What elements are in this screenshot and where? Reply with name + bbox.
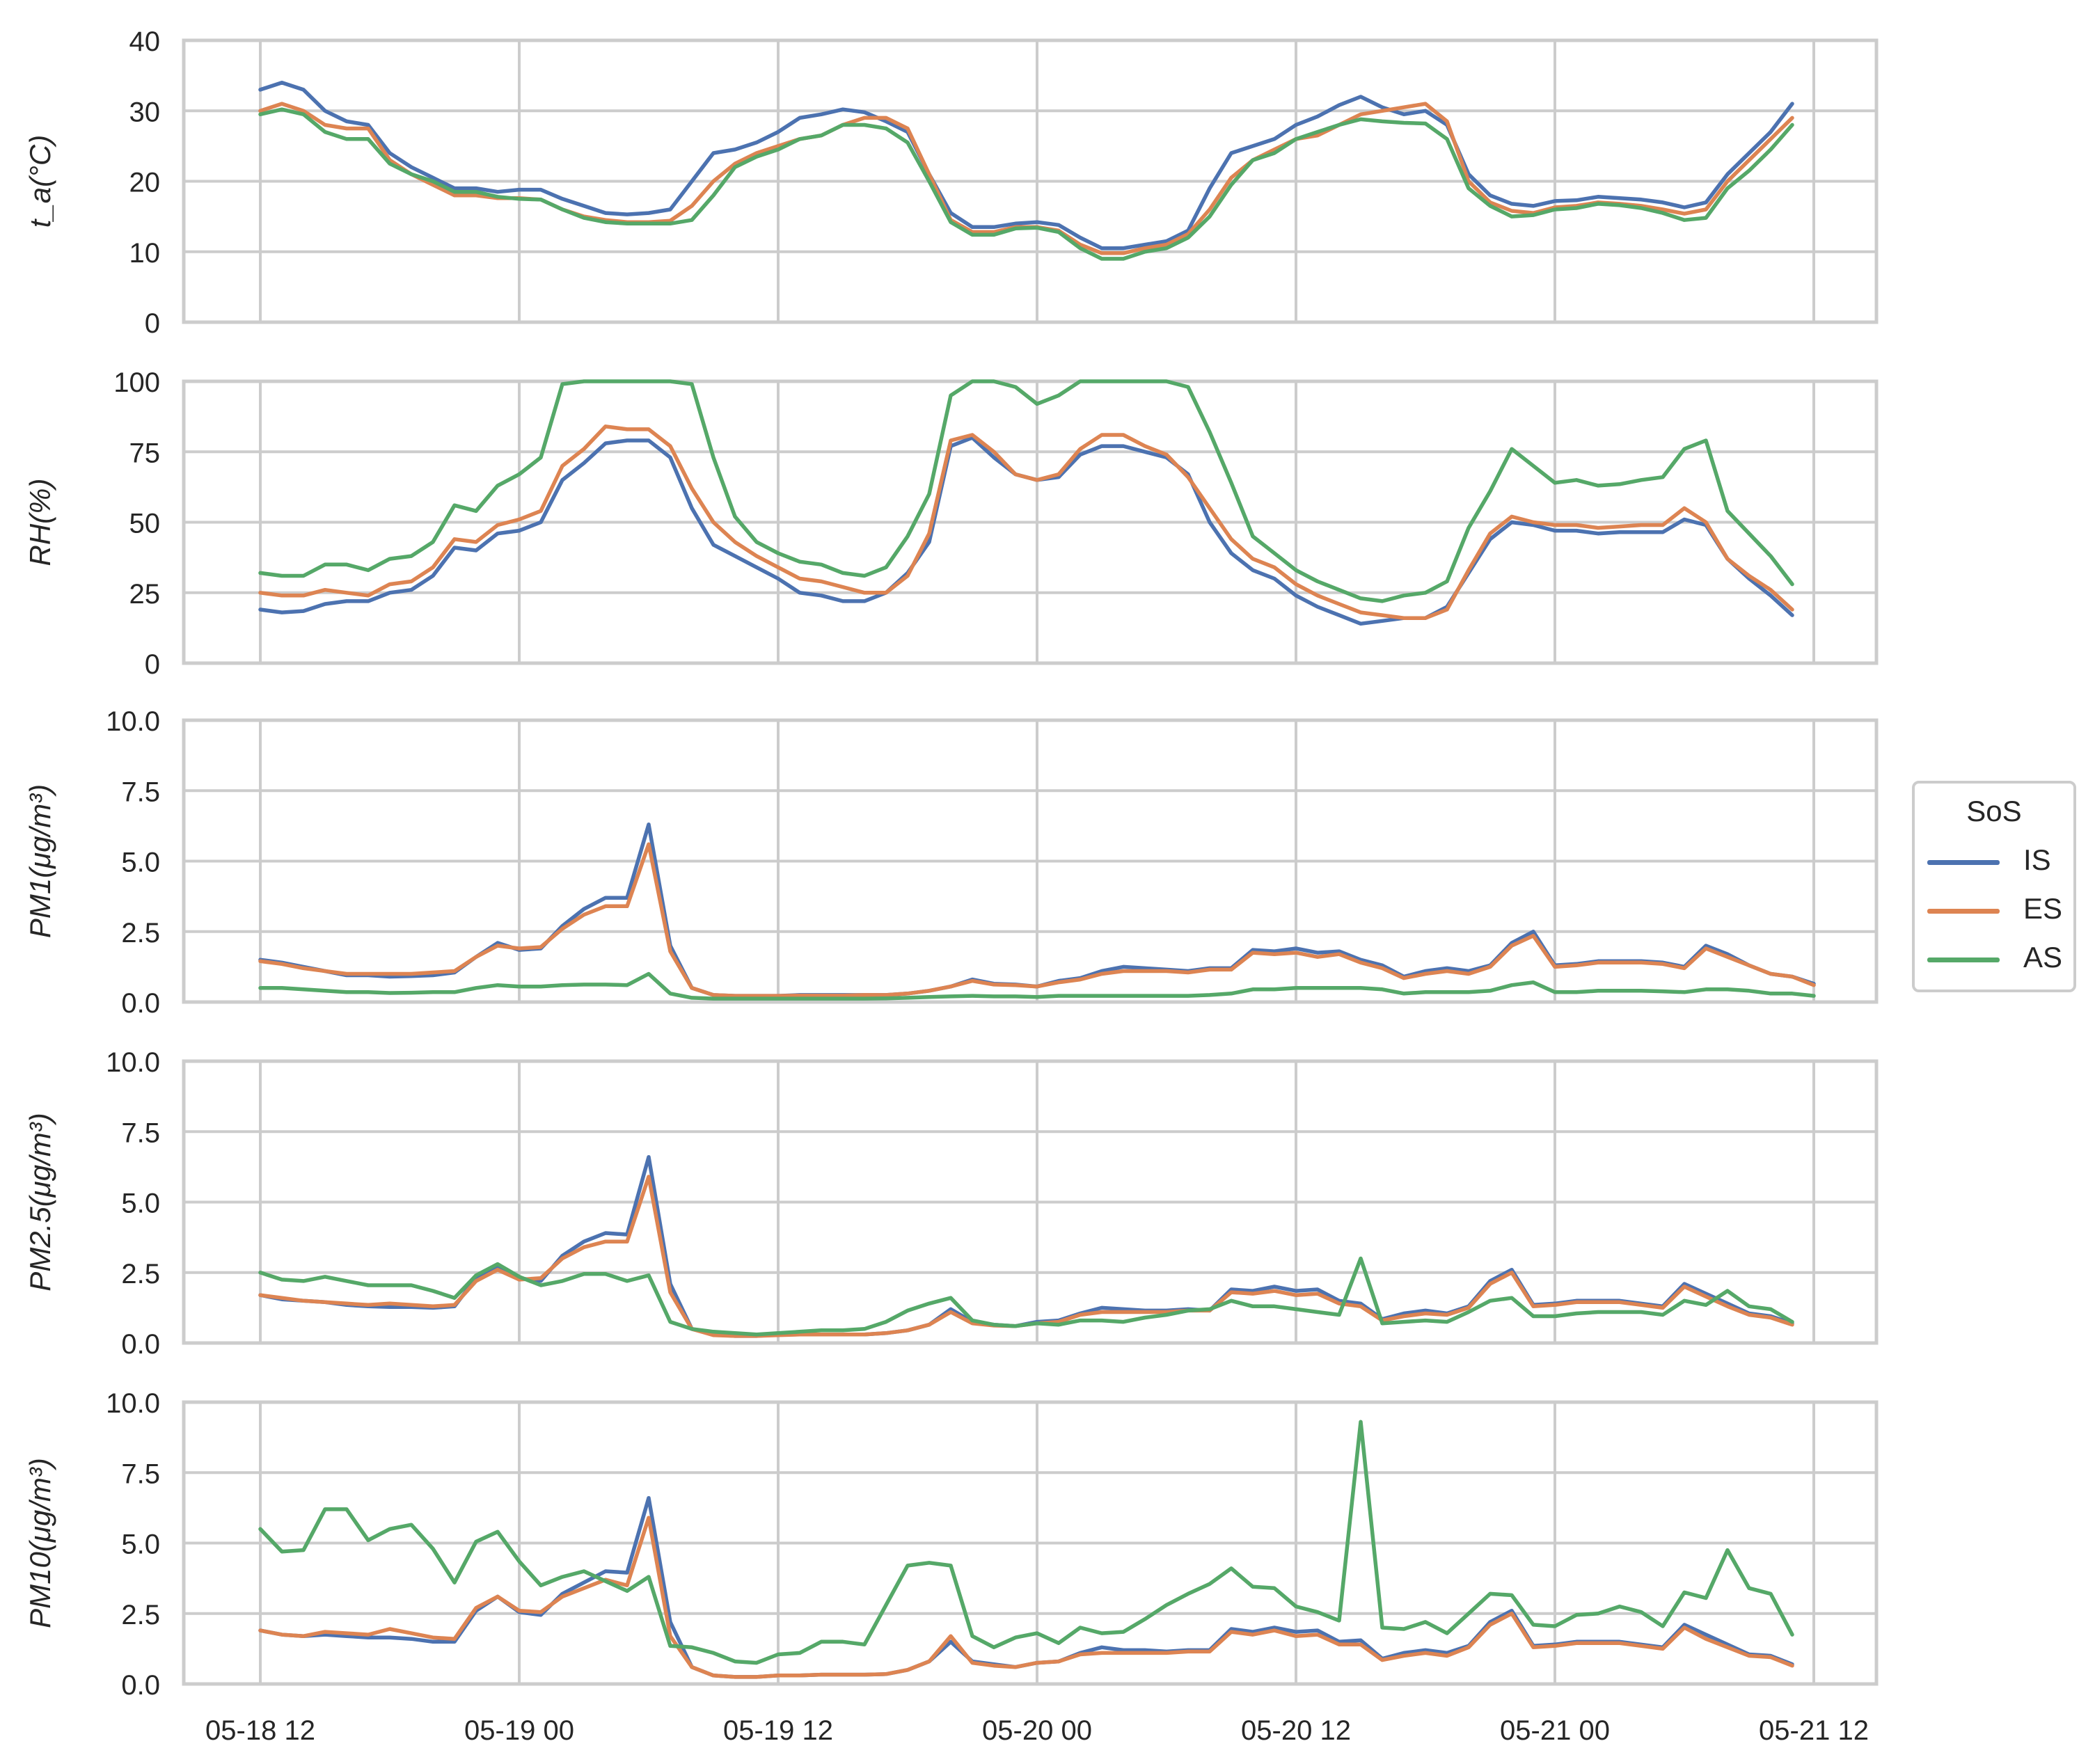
panel-1: 0 10 20 30 40 t_a(°C) [24, 26, 1879, 339]
y-tick-label: 0.0 [121, 988, 160, 1019]
series-line-as [258, 379, 1794, 603]
y-tick-label: 10.0 [106, 706, 160, 737]
y-tick-label: 7.5 [121, 1118, 160, 1148]
x-tick-label: 05-20 00 [982, 1715, 1092, 1746]
series-line-es [258, 1516, 1794, 1679]
y-tick-label: 100 [113, 367, 160, 398]
y-tick-label: 2.5 [121, 1259, 160, 1289]
y-tick-label: 7.5 [121, 777, 160, 807]
x-tick-label: 05-21 00 [1500, 1715, 1610, 1746]
legend-label-es: ES [2023, 892, 2063, 925]
y-tick-label: 25 [129, 579, 161, 610]
series-line-is [258, 1495, 1794, 1679]
y-tick-label: 2.5 [121, 1600, 160, 1630]
series-line-as [258, 1420, 1794, 1665]
legend-swatch-es [1927, 909, 2000, 914]
legend-swatch-as [1927, 958, 2000, 962]
y-tick-label: 10 [129, 238, 161, 269]
y-tick-label: 2.5 [121, 918, 160, 948]
legend-item-es: ES [1927, 889, 2073, 931]
y-tick-label: 0.0 [121, 1670, 160, 1701]
panel-5: 0.0 2.5 5.0 7.5 10.0 05-18 12 05-19 00 05-19 12… [24, 1388, 1879, 1746]
y-tick-label: 10.0 [106, 1388, 160, 1419]
legend-title: SoS [1966, 795, 2022, 827]
y-tick-label: 40 [129, 26, 161, 57]
x-tick-label: 05-20 12 [1241, 1715, 1351, 1746]
legend-item-as: AS [1927, 938, 2073, 980]
y-tick-label: 30 [129, 97, 161, 127]
x-tick-label: 05-18 12 [205, 1715, 315, 1746]
y-axis-label: PM1(μg/m³) [24, 784, 56, 938]
series-line-is [258, 1154, 1794, 1338]
y-tick-label: 0 [145, 308, 160, 339]
x-tick-label: 05-19 12 [723, 1715, 833, 1746]
y-tick-label: 0.0 [121, 1329, 160, 1360]
y-tick-label: 7.5 [121, 1459, 160, 1489]
series-line-es [258, 102, 1794, 255]
panel-3: 0.0 2.5 5.0 7.5 10.0 PM1(μg/m³) [24, 706, 1879, 1019]
y-axis-label: PM2.5(μg/m³) [24, 1113, 56, 1291]
series-line-es [258, 1175, 1794, 1338]
legend-swatch-is [1927, 860, 2000, 865]
legend-label-is: IS [2023, 843, 2051, 876]
y-tick-label: 5.0 [121, 848, 160, 878]
x-tick-label: 05-19 00 [464, 1715, 574, 1746]
x-tick-label: 05-21 12 [1759, 1715, 1869, 1746]
y-axis-label: PM10(μg/m³) [24, 1458, 56, 1628]
series-line-is [258, 81, 1794, 251]
y-tick-label: 5.0 [121, 1529, 160, 1560]
y-tick-label: 50 [129, 509, 161, 539]
y-axis-label: RH(%) [24, 479, 56, 566]
y-tick-label: 0 [145, 649, 160, 680]
legend-item-is: IS [1927, 841, 2073, 882]
legend-label-as: AS [2023, 941, 2063, 974]
y-tick-label: 5.0 [121, 1189, 160, 1219]
panel-4: 0.0 2.5 5.0 7.5 10.0 PM2.5(μg/m³) [24, 1047, 1879, 1360]
series-line-as [258, 1256, 1794, 1337]
y-tick-label: 20 [129, 168, 161, 198]
series-line-as [258, 107, 1794, 261]
panel-2: 0 25 50 75 100 RH(%) [24, 367, 1879, 680]
series-line-es [258, 424, 1794, 620]
series-line-es [258, 842, 1816, 998]
y-tick-label: 75 [129, 438, 161, 468]
y-axis-label: t_a(°C) [24, 135, 56, 228]
y-tick-label: 10.0 [106, 1047, 160, 1078]
series-line-as [258, 971, 1816, 1001]
legend: SoS IS ES AS [1912, 781, 2076, 992]
